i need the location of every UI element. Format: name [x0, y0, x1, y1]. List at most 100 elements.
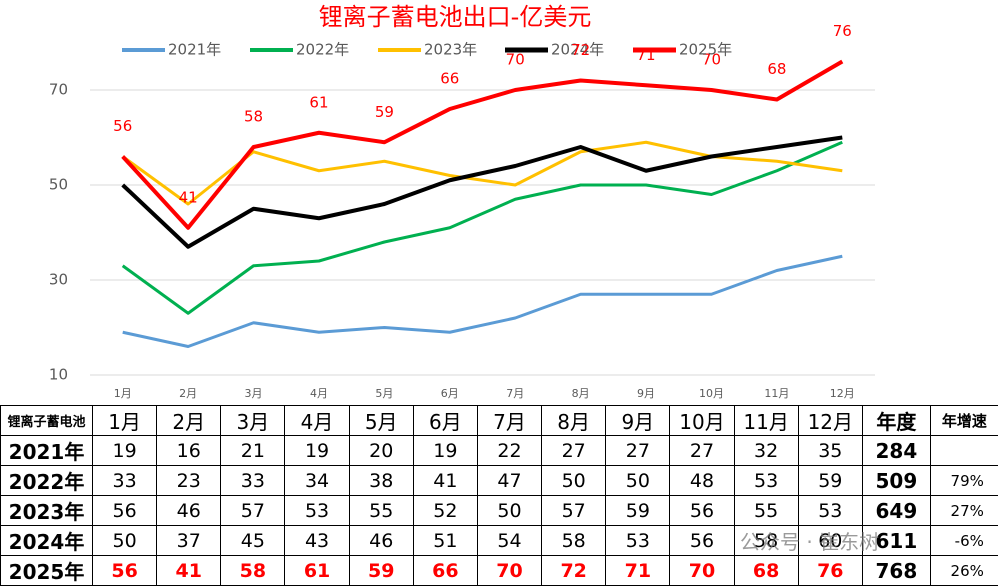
total-header: 年度 — [862, 406, 930, 436]
table-cell: 52 — [413, 496, 477, 526]
table-cell: 47 — [477, 466, 541, 496]
x-tick-label: 4月 — [310, 387, 328, 400]
table-cell: 59 — [349, 556, 413, 586]
table-cell: 46 — [157, 496, 221, 526]
table-cell: 50 — [93, 526, 157, 556]
growth-cell: 79% — [930, 466, 998, 496]
table-cell: 53 — [734, 466, 798, 496]
data-label: 61 — [309, 93, 328, 111]
y-tick-label: 10 — [49, 366, 68, 384]
table-cell: 56 — [93, 496, 157, 526]
x-tick-label: 6月 — [441, 387, 459, 400]
data-label: 41 — [179, 188, 198, 206]
data-label: 72 — [571, 41, 590, 59]
month-header: 4月 — [285, 406, 349, 436]
table-cell: 50 — [542, 466, 606, 496]
table-cell: 68 — [734, 556, 798, 586]
table-cell: 70 — [477, 556, 541, 586]
table-cell: 59 — [798, 466, 862, 496]
series-line — [123, 256, 843, 346]
table-cell: 33 — [221, 466, 285, 496]
growth-header: 年增速 — [930, 406, 998, 436]
watermark: 公众号 · 崔东树 — [740, 526, 879, 555]
table-cell: 59 — [606, 496, 670, 526]
y-tick-label: 30 — [49, 271, 68, 289]
table-cell: 53 — [606, 526, 670, 556]
legend-label: 2021年 — [168, 41, 221, 59]
data-label: 66 — [440, 70, 459, 88]
table-cell: 50 — [477, 496, 541, 526]
total-cell: 509 — [862, 466, 930, 496]
month-header: 8月 — [542, 406, 606, 436]
table-cell: 41 — [413, 466, 477, 496]
x-tick-label: 12月 — [830, 387, 855, 400]
row-label: 2024年 — [1, 526, 93, 556]
table-cell: 22 — [477, 436, 541, 466]
x-tick-label: 7月 — [506, 387, 524, 400]
table-cell: 48 — [670, 466, 734, 496]
table-cell: 61 — [285, 556, 349, 586]
y-tick-label: 50 — [49, 176, 68, 194]
table-cell: 53 — [285, 496, 349, 526]
series-line — [123, 142, 843, 313]
table-cell: 27 — [670, 436, 734, 466]
month-header: 7月 — [477, 406, 541, 436]
chart-title: 锂离子蓄电池出口-亿美元 — [319, 3, 592, 31]
table-cell: 27 — [542, 436, 606, 466]
table-cell: 33 — [93, 466, 157, 496]
x-tick-label: 3月 — [245, 387, 263, 400]
table-cell: 46 — [349, 526, 413, 556]
series-line — [123, 62, 843, 228]
row-label: 2022年 — [1, 466, 93, 496]
table-cell: 19 — [285, 436, 349, 466]
data-label: 76 — [833, 22, 852, 40]
table-cell: 45 — [221, 526, 285, 556]
table-cell: 35 — [798, 436, 862, 466]
table-cell: 41 — [157, 556, 221, 586]
table-cell: 54 — [477, 526, 541, 556]
x-tick-label: 9月 — [637, 387, 655, 400]
month-header: 1月 — [93, 406, 157, 436]
y-tick-label: 70 — [49, 81, 68, 99]
x-tick-label: 1月 — [114, 387, 132, 400]
month-header: 10月 — [670, 406, 734, 436]
table-cell: 66 — [413, 556, 477, 586]
table-cell: 50 — [606, 466, 670, 496]
table-cell: 55 — [349, 496, 413, 526]
month-header: 12月 — [798, 406, 862, 436]
month-header: 2月 — [157, 406, 221, 436]
table-cell: 19 — [413, 436, 477, 466]
series-line — [123, 138, 843, 247]
data-label: 59 — [375, 103, 394, 121]
table-cell: 58 — [542, 526, 606, 556]
table-cell: 34 — [285, 466, 349, 496]
legend-label: 2023年 — [424, 41, 477, 59]
growth-cell: 27% — [930, 496, 998, 526]
growth-cell: -6% — [930, 526, 998, 556]
legend-label: 2022年 — [296, 41, 349, 59]
table-cell: 57 — [542, 496, 606, 526]
table-cell: 57 — [221, 496, 285, 526]
table-cell: 20 — [349, 436, 413, 466]
table-cell: 21 — [221, 436, 285, 466]
table-cell: 19 — [93, 436, 157, 466]
data-label: 56 — [113, 117, 132, 135]
total-cell: 649 — [862, 496, 930, 526]
x-tick-label: 5月 — [375, 387, 393, 400]
month-header: 3月 — [221, 406, 285, 436]
data-label: 70 — [506, 51, 525, 69]
row-label: 2025年 — [1, 556, 93, 586]
total-cell: 284 — [862, 436, 930, 466]
table-cell: 58 — [221, 556, 285, 586]
table-cell: 53 — [798, 496, 862, 526]
data-label: 58 — [244, 108, 263, 126]
table-cell: 51 — [413, 526, 477, 556]
x-tick-label: 11月 — [764, 387, 789, 400]
table-cell: 56 — [93, 556, 157, 586]
table-cell: 37 — [157, 526, 221, 556]
